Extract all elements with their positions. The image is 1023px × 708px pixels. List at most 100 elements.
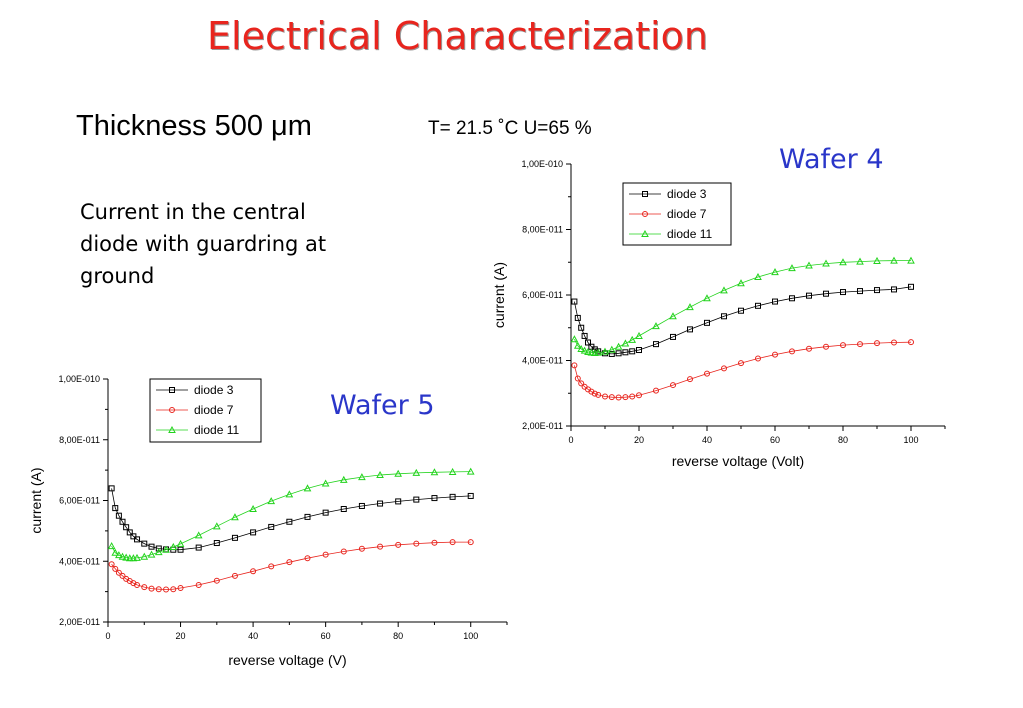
wafer5-data-point	[107, 542, 116, 550]
wafer5-data-point	[340, 506, 347, 513]
wafer5-data-point	[115, 551, 123, 559]
wafer5-x-tick-label: 20	[176, 631, 186, 641]
wafer4-y-tick-label: 2,00E-011	[522, 421, 563, 431]
wafer5-data-point	[430, 468, 439, 476]
wafer5-data-point	[119, 518, 126, 525]
wafer4-data-point	[721, 365, 727, 372]
wafer4-data-point	[574, 375, 581, 382]
wafer5-legend-label: diode 3	[194, 383, 234, 397]
wafer4-legend-marker	[642, 191, 648, 197]
wafer5-data-point	[377, 500, 384, 507]
wafer4-data-point	[652, 322, 660, 330]
wafer4-data-point	[721, 313, 727, 320]
wafer5-x-tick-label: 60	[321, 631, 331, 641]
wafer5-data-point	[394, 469, 403, 477]
wafer5-data-point	[141, 584, 148, 591]
wafer5-data-point	[467, 539, 474, 546]
wafer5-data-point	[231, 534, 238, 541]
wafer4-data-point	[908, 283, 914, 290]
wafer4-x-tick-label: 0	[568, 435, 573, 445]
wafer4-x-tick-label: 20	[634, 435, 644, 445]
wafer4-x-axis-title: reverse voltage (Volt)	[672, 453, 804, 469]
wafer5-data-point	[115, 512, 122, 519]
wafer4-x-tick-label: 40	[702, 435, 712, 445]
wafer4-data-point	[615, 350, 622, 357]
wafer4-data-point	[595, 391, 602, 398]
wafer5-data-point	[358, 473, 366, 481]
wafer5-data-point	[322, 509, 329, 516]
wafer4-data-point	[574, 314, 581, 321]
wafer4-data-point	[581, 332, 588, 339]
wafer5-data-point	[377, 543, 384, 550]
wafer4-x-tick-label: 60	[770, 435, 780, 445]
wafer5-data-point	[213, 577, 220, 584]
wafer4-data-point	[907, 256, 915, 264]
wafer5-legend-label: diode 7	[194, 403, 234, 417]
wafer4-data-point	[755, 302, 761, 309]
wafer5-y-tick-label: 8,00E-011	[59, 435, 100, 445]
wafer4-y-axis-title: current (A)	[491, 262, 507, 328]
wafer4-data-point	[823, 343, 829, 350]
wafer4-data-point	[591, 390, 598, 397]
wafer5-label: Wafer 5	[330, 390, 435, 421]
wafer5-data-point	[213, 540, 220, 547]
wafer5-data-point	[268, 563, 275, 570]
wafer4-data-point	[571, 298, 578, 305]
wafer4-data-point	[840, 289, 846, 296]
wafer4-data-point	[891, 286, 897, 293]
wafer5-data-point	[322, 551, 329, 558]
wafer5-legend-marker	[169, 407, 175, 413]
wafer5-data-point	[134, 581, 141, 588]
wafer5-data-point	[412, 468, 421, 476]
wafer5-data-point	[195, 581, 202, 588]
wafer5-data-point	[130, 533, 137, 540]
wafer5-data-point	[148, 585, 155, 592]
wafer4-data-point	[628, 335, 637, 343]
wafer4-data-point	[755, 355, 761, 362]
wafer5-series-diode-11	[107, 467, 475, 562]
wafer5-data-point	[119, 572, 126, 579]
wafer4-data-point	[594, 348, 603, 356]
wafer5-data-point	[140, 552, 149, 560]
wafer5-data-point	[358, 545, 365, 552]
wafer5-y-tick-label: 2,00E-011	[59, 617, 100, 627]
wafer5-y-tick-label: 4,00E-011	[59, 556, 100, 566]
wafer4-legend-label: diode 11	[667, 227, 712, 241]
wafer4-data-point	[873, 256, 881, 264]
wafer4-data-point	[629, 348, 636, 355]
wafer5-data-point	[303, 484, 312, 492]
wafer5-x-tick-label: 40	[248, 631, 258, 641]
wafer4-data-point	[754, 272, 762, 280]
wafer5-data-point	[176, 539, 185, 547]
wafer5-legend-label: diode 11	[194, 423, 239, 437]
wafer4-series-diode-11	[570, 256, 915, 356]
wafer5-data-point	[395, 498, 402, 505]
wafer4-data-point	[670, 382, 676, 389]
wafer5-data-point	[268, 523, 275, 530]
wafer5-x-axis-title: reverse voltage (V)	[228, 652, 346, 668]
wafer4-data-point	[607, 345, 616, 353]
wafer5-data-point	[449, 539, 456, 546]
wafer4-data-point	[577, 344, 586, 353]
wafer4-data-point	[891, 339, 897, 346]
wafer4-legend-label: diode 7	[667, 207, 707, 221]
wafer5-data-point	[376, 470, 384, 478]
wafer5-data-point	[125, 554, 134, 562]
wafer4-data-point	[601, 347, 609, 355]
wafer4-data-point	[839, 258, 847, 266]
wafer5-data-point	[231, 572, 238, 579]
wafer4-legend: diode 3 diode 7 diode 11	[622, 182, 732, 246]
wafer4-y-tick-label: 4,00E-011	[522, 356, 563, 366]
wafer5-data-point	[321, 479, 330, 487]
wafer5-data-point	[466, 467, 475, 475]
wafer4-data-point	[636, 347, 642, 354]
wafer5-data-point	[123, 524, 130, 531]
wafer4-data-point	[823, 290, 829, 297]
wafer5-x-tick-label: 100	[463, 631, 478, 641]
wafer4-data-point	[840, 342, 846, 349]
wafer4-data-point	[570, 335, 579, 343]
wafer4-data-point	[738, 360, 744, 367]
wafer4-legend-marker	[642, 211, 648, 217]
wafer4-data-point	[670, 333, 676, 340]
wafer4-data-point	[580, 346, 589, 354]
